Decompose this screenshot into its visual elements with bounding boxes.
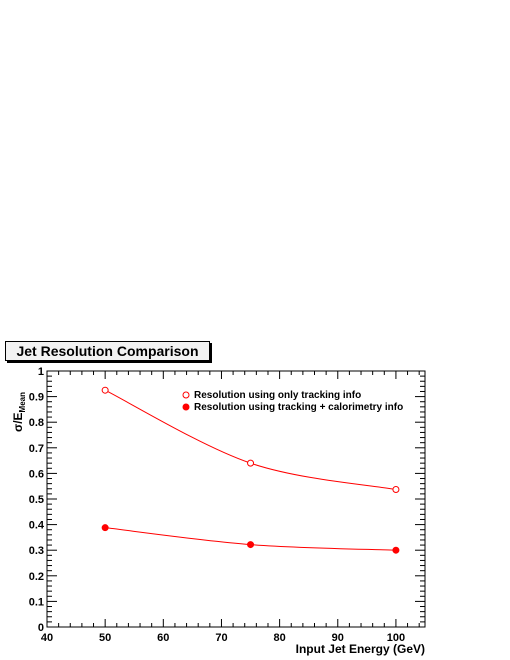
chart-title: Jet Resolution Comparison bbox=[5, 341, 210, 361]
x-tick-label: 50 bbox=[99, 632, 111, 644]
series-1-point bbox=[101, 386, 109, 394]
legend-label-2: Resolution using tracking + calorimetry … bbox=[194, 402, 403, 413]
y-tick-label: 0.3 bbox=[29, 545, 44, 557]
series-2-point bbox=[101, 524, 109, 532]
y-axis-title: σ/EMean bbox=[11, 392, 27, 432]
x-tick-label: 40 bbox=[41, 632, 53, 644]
series-1-point bbox=[247, 459, 255, 467]
y-tick-label: 0.2 bbox=[29, 571, 44, 583]
y-tick-label: 0.1 bbox=[29, 596, 44, 608]
x-tick-label: 100 bbox=[387, 632, 405, 644]
y-tick-label: 0.6 bbox=[29, 468, 44, 480]
x-axis-title: Input Jet Energy (GeV) bbox=[296, 642, 425, 656]
x-tick-label: 60 bbox=[157, 632, 169, 644]
series-2-point bbox=[392, 546, 400, 554]
y-tick-label: 0.7 bbox=[29, 443, 44, 455]
svg-text:σ/EMean: σ/EMean bbox=[11, 392, 27, 432]
x-tick-label: 90 bbox=[332, 632, 344, 644]
x-tick-label: 80 bbox=[273, 632, 285, 644]
y-tick-label: 0 bbox=[38, 622, 44, 634]
legend-marker-2 bbox=[182, 403, 190, 411]
y-tick-label: 0.5 bbox=[29, 494, 44, 506]
y-tick-label: 0.9 bbox=[29, 392, 44, 404]
series-2-point bbox=[247, 541, 255, 549]
y-tick-label: 0.4 bbox=[29, 520, 45, 532]
legend-marker-1 bbox=[182, 391, 190, 399]
series-1-point bbox=[392, 486, 400, 494]
y-axis-title-subscript: Mean bbox=[18, 392, 27, 413]
y-axis-title-main: σ/E bbox=[11, 412, 25, 432]
x-tick-label: 70 bbox=[215, 632, 227, 644]
y-tick-label: 0.8 bbox=[29, 417, 44, 429]
legend-label-1: Resolution using only tracking info bbox=[194, 390, 361, 401]
y-tick-label: 1 bbox=[38, 366, 44, 378]
